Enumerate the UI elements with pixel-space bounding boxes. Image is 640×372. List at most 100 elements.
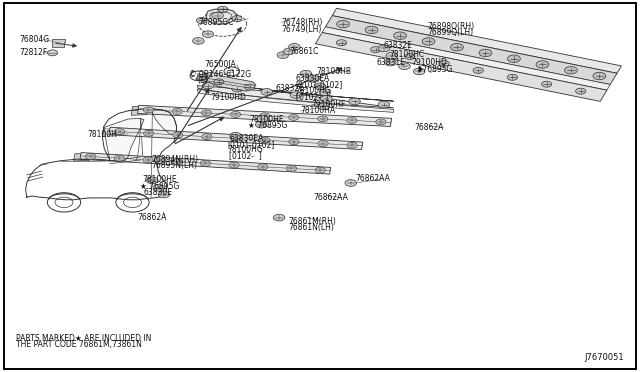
Circle shape: [451, 44, 463, 51]
Text: 76861N(LH): 76861N(LH): [288, 223, 334, 232]
Text: 76500JA: 76500JA: [205, 60, 237, 69]
Circle shape: [337, 40, 347, 46]
Text: 76862AA: 76862AA: [314, 193, 348, 202]
Text: (E): (E): [197, 76, 208, 85]
Circle shape: [378, 101, 390, 108]
Polygon shape: [322, 27, 611, 90]
Circle shape: [404, 54, 415, 60]
Text: 63832E: 63832E: [384, 41, 413, 50]
Circle shape: [508, 74, 518, 80]
Text: THE PART CODE 76861M,73861N: THE PART CODE 76861M,73861N: [16, 340, 142, 349]
Circle shape: [143, 157, 153, 163]
Circle shape: [200, 160, 211, 166]
Text: 76862A: 76862A: [415, 123, 444, 132]
Text: 76895N(LH): 76895N(LH): [152, 161, 198, 170]
Circle shape: [202, 134, 212, 140]
Circle shape: [347, 142, 357, 148]
Polygon shape: [206, 9, 237, 24]
Text: [0101-0102]: [0101-0102]: [227, 140, 275, 149]
Text: 78100HC: 78100HC: [389, 50, 424, 59]
Circle shape: [153, 185, 164, 191]
Text: ★ 76895G: ★ 76895G: [248, 121, 287, 130]
Polygon shape: [197, 89, 394, 112]
Circle shape: [261, 89, 273, 95]
Circle shape: [575, 88, 586, 94]
Circle shape: [318, 141, 328, 147]
Circle shape: [255, 121, 267, 128]
Circle shape: [349, 98, 360, 105]
Circle shape: [115, 129, 125, 135]
Circle shape: [593, 72, 606, 80]
Circle shape: [258, 164, 268, 170]
Text: 78100H: 78100H: [87, 130, 117, 139]
Text: 78100HG: 78100HG: [227, 145, 263, 154]
Polygon shape: [197, 80, 394, 108]
Circle shape: [345, 180, 356, 186]
Polygon shape: [74, 154, 91, 161]
Circle shape: [317, 116, 328, 122]
Circle shape: [337, 20, 349, 28]
Text: [0101-0102]: [0101-0102]: [296, 80, 343, 89]
Circle shape: [172, 158, 182, 164]
Circle shape: [315, 167, 325, 173]
Circle shape: [479, 49, 492, 57]
Text: 63832E: 63832E: [275, 84, 304, 93]
Circle shape: [399, 63, 410, 70]
Circle shape: [143, 107, 154, 113]
Circle shape: [371, 46, 381, 52]
Circle shape: [473, 67, 483, 73]
Circle shape: [229, 162, 239, 168]
Text: 76861M(RH): 76861M(RH): [288, 217, 336, 226]
Circle shape: [286, 166, 296, 171]
Circle shape: [422, 38, 435, 45]
Circle shape: [172, 108, 182, 114]
Circle shape: [413, 68, 425, 75]
Text: 79100HD: 79100HD: [210, 93, 246, 102]
Circle shape: [230, 112, 241, 118]
Circle shape: [230, 132, 241, 139]
Circle shape: [257, 116, 268, 122]
Polygon shape: [152, 109, 177, 135]
Text: 63830EA: 63830EA: [229, 134, 264, 143]
Circle shape: [86, 154, 96, 160]
Circle shape: [196, 17, 207, 23]
Circle shape: [291, 92, 302, 98]
Circle shape: [321, 96, 332, 102]
Text: 63830E: 63830E: [143, 188, 172, 197]
Polygon shape: [102, 128, 120, 137]
Text: 76862AA: 76862AA: [355, 174, 390, 183]
Polygon shape: [80, 153, 331, 174]
Text: 78100HE: 78100HE: [142, 175, 177, 184]
Circle shape: [260, 137, 270, 143]
Circle shape: [273, 214, 285, 221]
Circle shape: [259, 113, 269, 119]
Circle shape: [197, 74, 207, 80]
Circle shape: [114, 155, 124, 161]
Circle shape: [394, 32, 406, 39]
Text: 76899Q(LH): 76899Q(LH): [428, 28, 474, 37]
Circle shape: [214, 79, 224, 85]
Polygon shape: [196, 73, 256, 91]
Polygon shape: [109, 127, 363, 150]
Circle shape: [289, 115, 299, 121]
Circle shape: [319, 95, 331, 102]
Circle shape: [202, 31, 214, 38]
Circle shape: [541, 81, 552, 87]
Circle shape: [365, 26, 378, 33]
Circle shape: [232, 16, 242, 22]
Circle shape: [193, 38, 204, 44]
Circle shape: [212, 12, 223, 19]
Text: 76861C: 76861C: [289, 47, 319, 56]
Text: © 0B146-6122G: © 0B146-6122G: [189, 70, 251, 79]
Polygon shape: [138, 105, 392, 126]
Circle shape: [319, 89, 331, 96]
Circle shape: [244, 84, 255, 90]
Text: 79100HF: 79100HF: [312, 100, 346, 109]
Text: 76894N(RH): 76894N(RH): [152, 155, 199, 164]
Circle shape: [289, 139, 299, 145]
Text: 76748(RH): 76748(RH): [282, 18, 323, 27]
Text: J7670051: J7670051: [584, 353, 624, 362]
Circle shape: [158, 191, 170, 198]
Text: 78100HA: 78100HA: [301, 106, 336, 115]
Polygon shape: [131, 106, 148, 115]
